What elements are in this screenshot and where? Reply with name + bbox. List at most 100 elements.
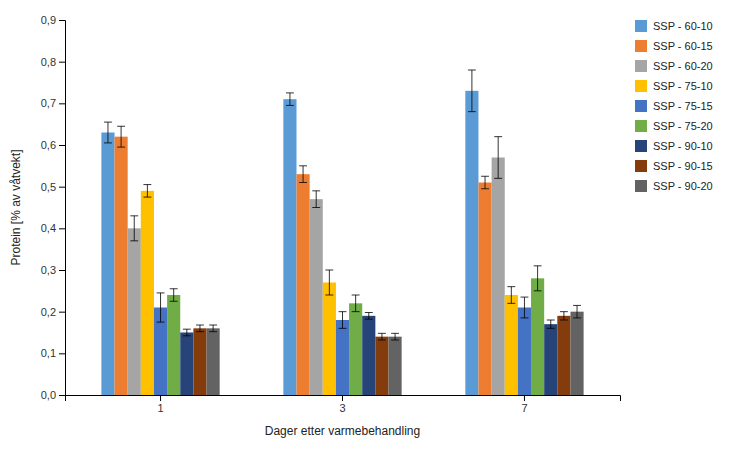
error-stem	[498, 137, 499, 179]
error-bar	[286, 93, 294, 106]
legend-swatch	[635, 140, 647, 152]
y-tick: 0,1	[41, 347, 65, 359]
error-bar	[494, 137, 502, 179]
error-bar	[183, 329, 191, 336]
x-tick: 1	[157, 395, 163, 414]
error-bar	[170, 289, 178, 302]
error-cap	[378, 340, 386, 341]
error-bar	[547, 320, 555, 328]
bar	[323, 283, 336, 396]
error-cap	[286, 92, 294, 93]
error-stem	[213, 325, 214, 332]
legend-label: SSP - 75-10	[653, 80, 713, 92]
bar	[207, 328, 220, 395]
bar	[101, 133, 114, 396]
bar	[362, 316, 375, 395]
error-cap	[547, 320, 555, 321]
y-tick: 0,2	[41, 306, 65, 318]
legend: SSP - 60-10SSP - 60-15SSP - 60-20SSP - 7…	[635, 20, 713, 192]
bar	[336, 320, 349, 395]
error-bar	[507, 287, 515, 304]
error-stem	[329, 270, 330, 295]
y-axis-line	[59, 21, 66, 396]
series	[141, 185, 518, 395]
error-bar	[365, 313, 373, 320]
legend-label: SSP - 75-20	[653, 120, 713, 132]
bar	[115, 137, 128, 395]
error-stem	[485, 176, 486, 189]
y-tick-label: 0,9	[41, 14, 56, 26]
legend-label: SSP - 90-15	[653, 160, 713, 172]
legend-label: SSP - 60-10	[653, 20, 713, 32]
error-stem	[316, 191, 317, 208]
legend-label: SSP - 90-10	[653, 140, 713, 152]
error-bar	[325, 270, 333, 295]
error-stem	[563, 312, 564, 320]
y-tick-mark	[59, 187, 65, 188]
legend-label: SSP - 90-20	[653, 180, 713, 192]
error-bar	[521, 297, 529, 318]
legend-item: SSP - 90-10	[635, 140, 713, 152]
x-tick-label: 1	[157, 402, 163, 414]
y-tick: 0,8	[41, 56, 65, 68]
bar	[310, 199, 323, 395]
legend-item: SSP - 90-15	[635, 160, 713, 172]
error-cap	[573, 305, 581, 306]
y-axis: 0,00,10,20,30,40,50,60,70,80,9	[41, 14, 66, 401]
error-cap	[507, 303, 515, 304]
error-stem	[160, 293, 161, 322]
series	[115, 126, 492, 395]
legend-item: SSP - 90-20	[635, 180, 713, 192]
series	[154, 293, 531, 395]
error-stem	[289, 93, 290, 106]
error-bar	[209, 325, 217, 332]
bar	[128, 228, 141, 395]
y-tick-mark	[59, 228, 65, 229]
error-bar	[391, 333, 399, 340]
bar	[518, 308, 531, 396]
bar	[465, 91, 478, 395]
error-cap	[170, 301, 178, 302]
error-cap	[209, 325, 217, 326]
error-cap	[157, 292, 165, 293]
error-cap	[468, 111, 476, 112]
error-cap	[521, 297, 529, 298]
error-cap	[560, 320, 568, 321]
error-cap	[157, 322, 165, 323]
error-stem	[121, 126, 122, 147]
legend-swatch	[635, 160, 647, 172]
y-tick: 0,5	[41, 181, 65, 193]
error-cap	[391, 333, 399, 334]
y-tick-label: 0,2	[41, 306, 56, 318]
series	[180, 313, 557, 396]
error-cap	[143, 184, 151, 185]
bar	[375, 337, 388, 395]
y-tick: 0,6	[41, 139, 65, 151]
error-cap	[339, 311, 347, 312]
error-cap	[196, 325, 204, 326]
error-cap	[352, 311, 360, 312]
error-cap	[312, 207, 320, 208]
error-stem	[134, 216, 135, 241]
bar	[492, 158, 505, 396]
y-tick-mark	[59, 270, 65, 271]
error-cap	[352, 295, 360, 296]
legend-swatch	[635, 100, 647, 112]
error-cap	[104, 122, 112, 123]
error-bar	[573, 305, 581, 318]
error-stem	[381, 333, 382, 340]
x-tick-mark	[342, 395, 343, 401]
y-tick-label: 0,0	[41, 389, 56, 401]
legend-swatch	[635, 80, 647, 92]
error-cap	[494, 178, 502, 179]
legend-item: SSP - 75-10	[635, 80, 713, 92]
plot: 0,00,10,20,30,40,50,60,70,80,9137Dager e…	[9, 14, 713, 438]
error-stem	[511, 287, 512, 304]
x-tick: 3	[339, 395, 345, 414]
error-cap	[130, 240, 138, 241]
y-tick: 0,0	[41, 389, 65, 401]
y-tick-label: 0,7	[41, 97, 56, 109]
error-bar	[481, 176, 489, 189]
error-bar	[312, 191, 320, 208]
bar	[557, 316, 570, 395]
